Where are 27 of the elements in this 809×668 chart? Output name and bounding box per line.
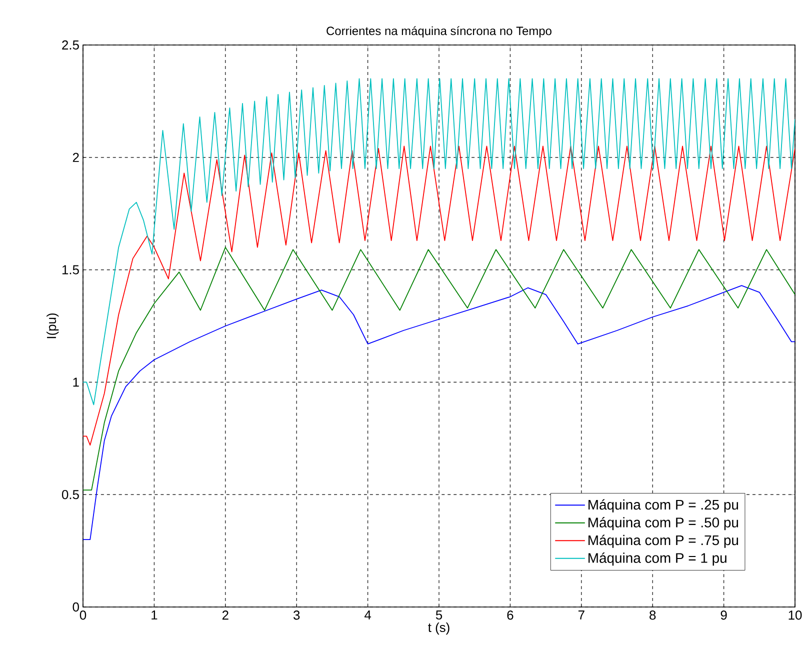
x-tick-label: 10 [788, 610, 802, 620]
legend-label: Máquina com P = .25 pu [588, 499, 738, 512]
y-tick-label: 2 [72, 152, 79, 162]
line-series [83, 246, 796, 491]
line-series [83, 78, 796, 406]
y-axis-title: I(pu) [46, 313, 59, 338]
y-tick-label: 0 [72, 602, 79, 612]
x-tick-label: 8 [650, 610, 656, 620]
x-tick-label: 6 [507, 610, 514, 620]
x-tick-label: 0 [80, 610, 86, 620]
x-tick-label: 5 [436, 610, 442, 620]
x-tick-label: 3 [294, 610, 300, 620]
y-tick-label: 0.5 [62, 490, 79, 500]
x-tick-label: 1 [152, 610, 158, 620]
y-tick-label: 1.5 [62, 265, 79, 274]
y-tick-label: 1 [73, 378, 79, 387]
x-tick-label: 4 [364, 610, 372, 620]
x-tick-label: 7 [578, 610, 584, 620]
x-tick-label: 2 [222, 610, 228, 620]
x-axis-title: t (s) [428, 622, 450, 635]
line-series [83, 146, 796, 446]
legend-label: Máquina com P = .75 pu [588, 534, 738, 548]
y-tick-label: 2.5 [62, 40, 79, 50]
legend-label: Máquina com P = .50 pu [588, 517, 738, 530]
x-tick-label: 9 [720, 610, 727, 620]
chart-title: Corrientes na máquina síncrona no Tempo [326, 26, 552, 38]
legend-label: Máquina com P = 1 pu [588, 552, 726, 566]
